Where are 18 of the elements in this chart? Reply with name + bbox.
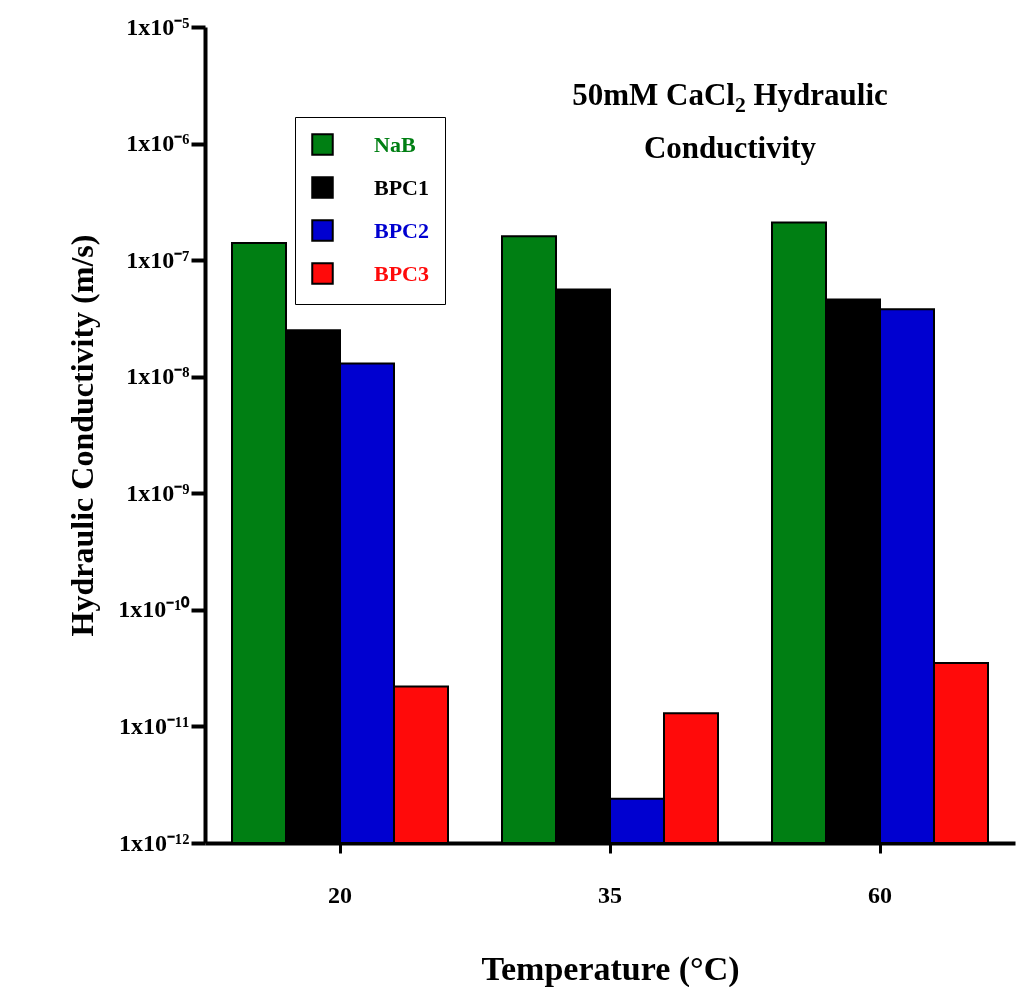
text: 50mM CaCl$_{2}$ Hydraulic Conductivity (571, 76, 889, 167)
x-tick-label: 20 (328, 881, 352, 908)
x-tick-label: 35 (598, 881, 622, 908)
legend-label: BPC2 (374, 217, 429, 243)
y-tick-label: 1x10⁻⁵ (126, 13, 190, 40)
x-axis-title: Temperature (°C) (481, 949, 740, 987)
y-tick-label: 1x10⁻⁷ (126, 246, 190, 273)
legend-label: NaB (374, 131, 416, 157)
y-axis-title: Hydraulic Conductivity (m/s) (64, 234, 101, 637)
legend-label: BPC1 (374, 174, 429, 200)
y-tick-label: 1x10⁻¹¹ (119, 712, 190, 739)
y-tick-label: 1x10⁻¹⁰ (118, 596, 191, 623)
y-tick-label: 1x10⁻⁹ (126, 479, 190, 506)
x-tick-label: 60 (868, 881, 892, 908)
y-tick-label: 1x10⁻¹² (119, 829, 190, 856)
y-tick-label: 1x10⁻⁶ (126, 130, 190, 157)
legend-label: BPC3 (374, 260, 429, 286)
y-tick-label: 1x10⁻⁸ (126, 363, 190, 390)
